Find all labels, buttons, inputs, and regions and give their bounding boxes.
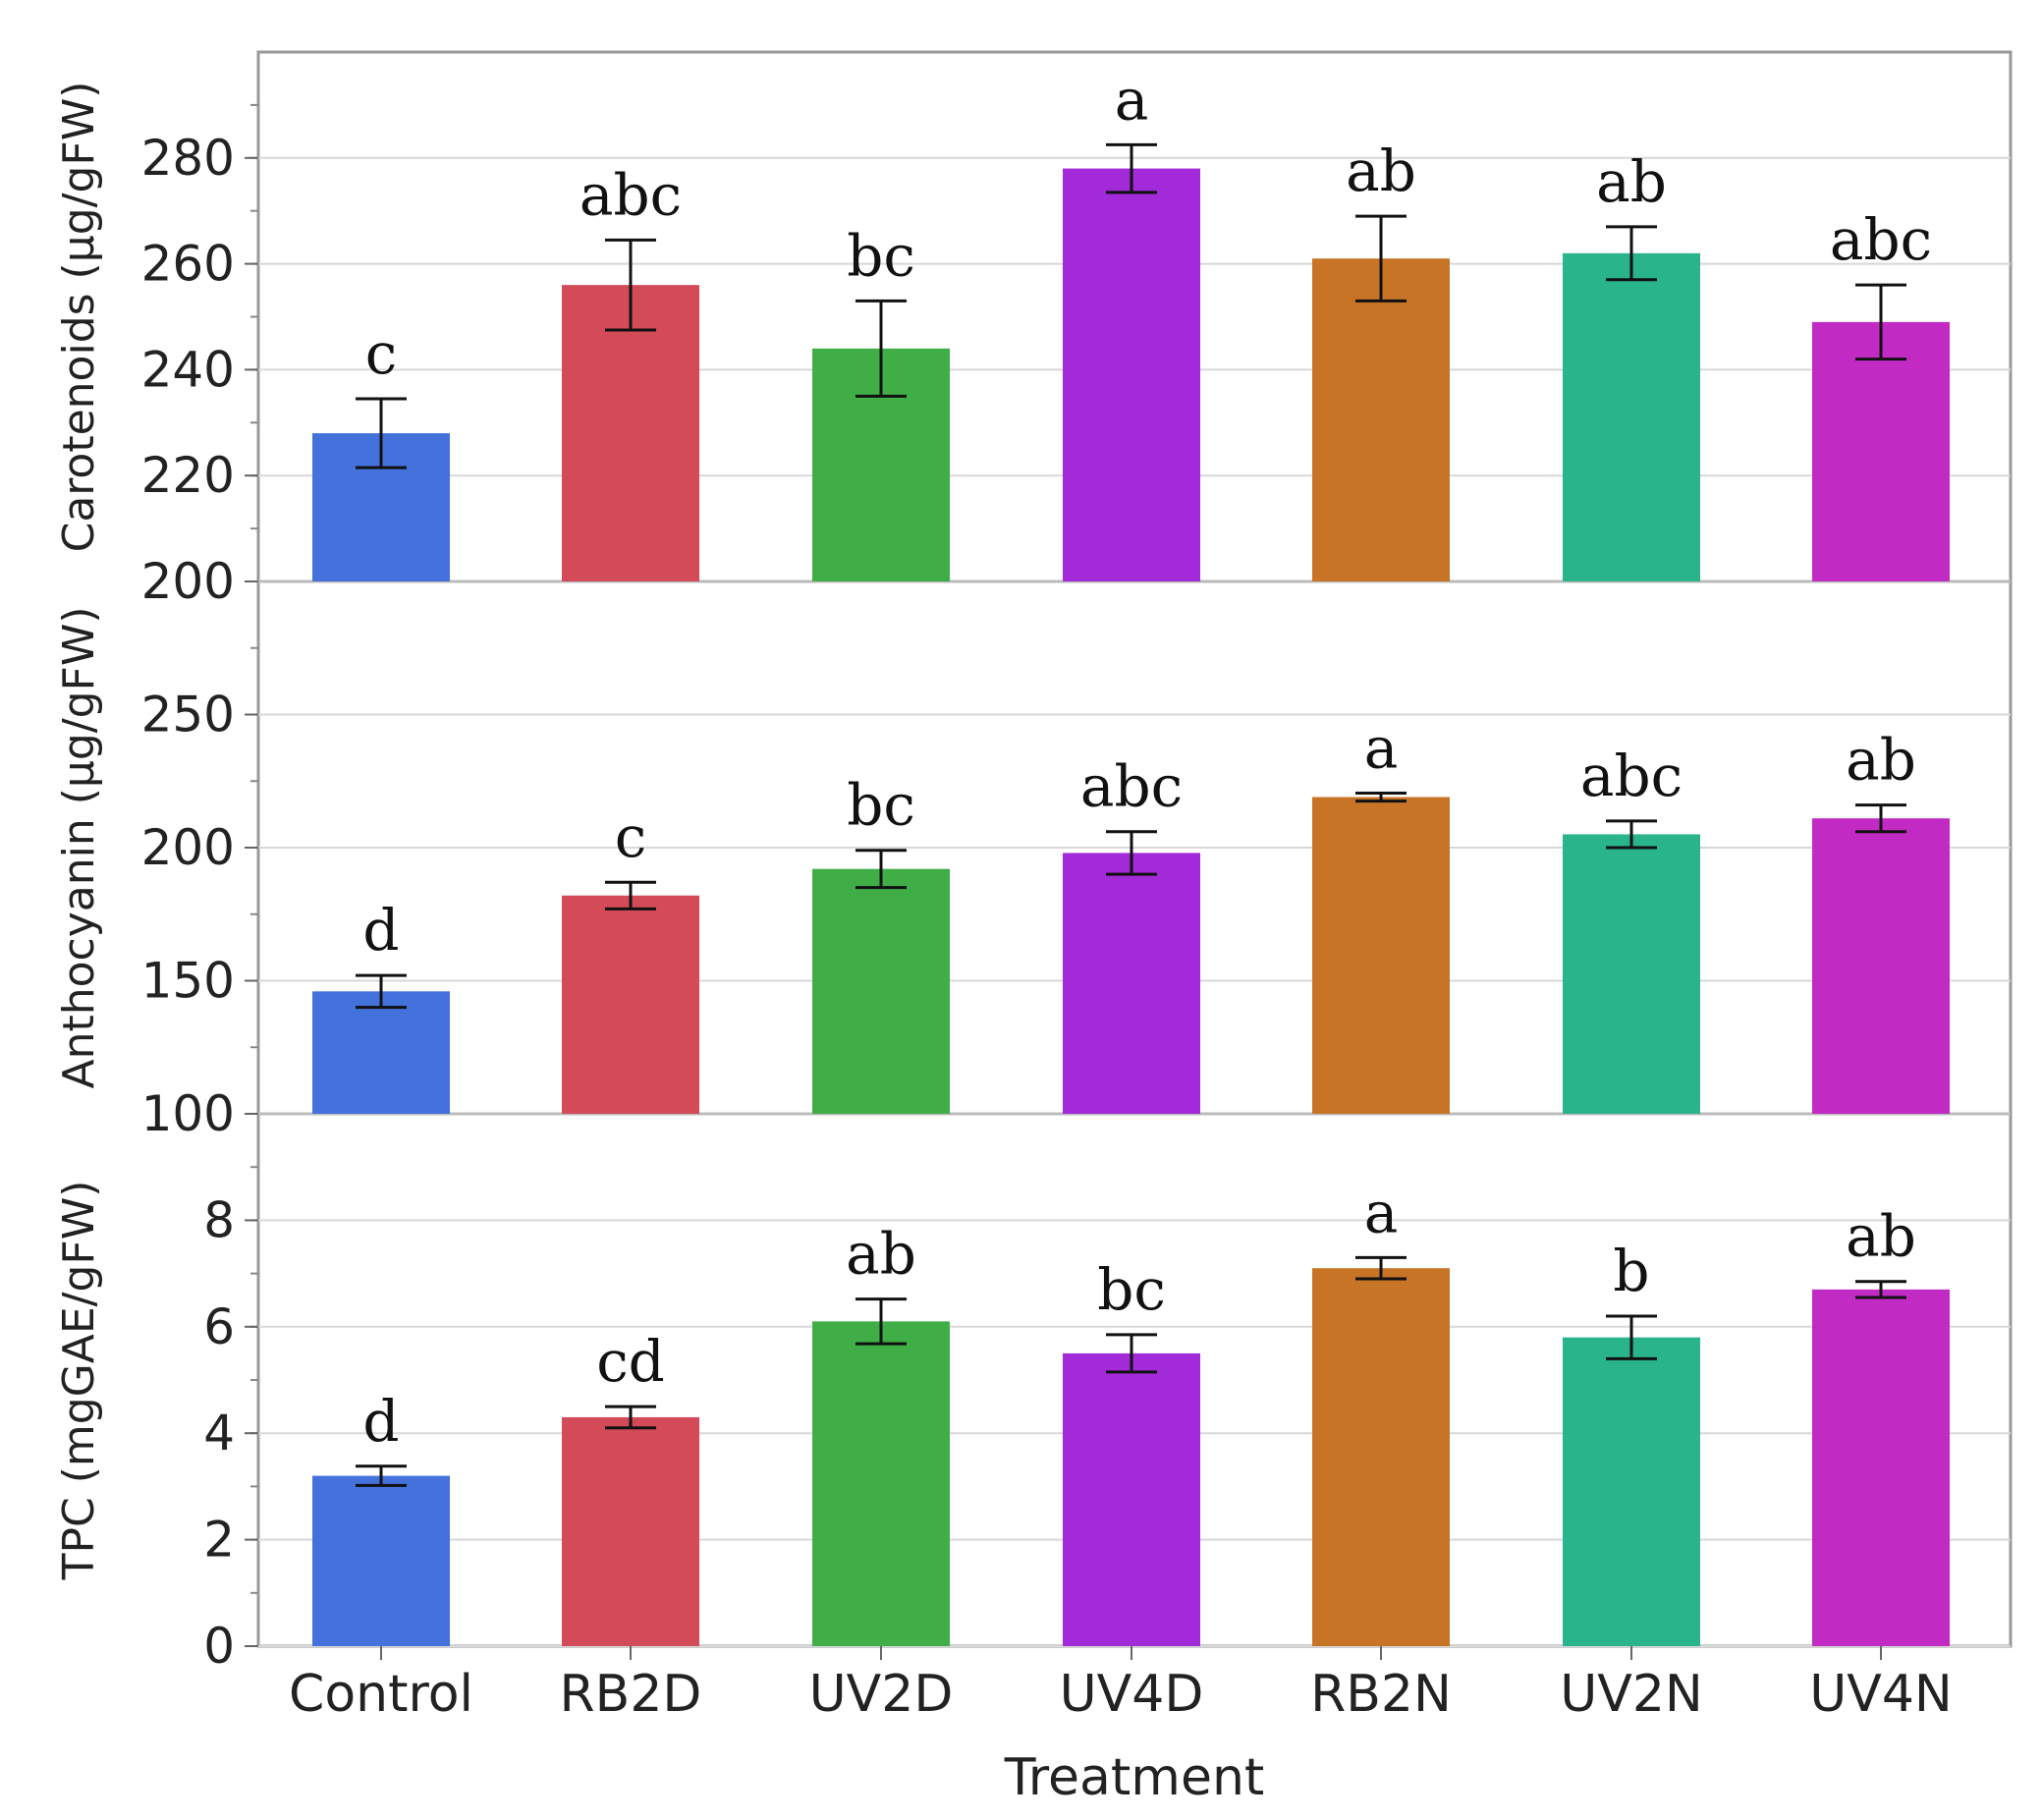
significance-letter: abc (1580, 743, 1683, 809)
bar-uv2d (812, 868, 950, 1114)
significance-letter: ab (846, 1221, 916, 1288)
bar-uv2n (1563, 1337, 1700, 1646)
bar-rb2n (1312, 797, 1450, 1114)
y-tick-label: 280 (141, 130, 235, 187)
error-bar (1106, 142, 1157, 194)
x-tick-label: RB2N (1310, 1665, 1452, 1724)
y-axis-title: Anthocyanin (µg/gFW) (54, 606, 104, 1088)
bar-rb2n (1312, 1268, 1450, 1646)
error-bar (356, 973, 407, 1010)
significance-letter: d (362, 897, 399, 964)
x-tick-label: UV4D (1060, 1665, 1204, 1724)
panel-1: 200 220 240 260 280 Carotenoids (µg/gFW) c abc b… (54, 66, 2011, 610)
significance-letter: ab (1346, 138, 1416, 204)
y-tick-label: 2 (203, 1512, 235, 1569)
y-tick-label: 200 (141, 819, 235, 876)
significance-letter: a (1115, 66, 1149, 133)
y-tick-label: 260 (141, 236, 235, 293)
bar-control (312, 991, 450, 1114)
bar-rb2d (562, 895, 699, 1114)
error-bar (1606, 225, 1657, 282)
significance-letter: ab (1846, 727, 1916, 794)
bar-uv4d (1063, 1352, 1200, 1646)
error-bar (1855, 803, 1906, 834)
error-bar (855, 1297, 907, 1346)
bar-uv4d (1063, 168, 1200, 581)
error-bar (605, 1405, 656, 1430)
error-bar (1355, 791, 1407, 803)
y-tick-label: 100 (141, 1085, 235, 1142)
significance-letter: bc (847, 222, 915, 289)
significance-letter: bc (1097, 1256, 1166, 1323)
significance-letter: cd (596, 1328, 665, 1395)
bar-uv2n (1563, 252, 1700, 581)
bar-rb2d (562, 1416, 699, 1646)
bar-uv2n (1563, 834, 1700, 1114)
bar-uv4n (1812, 321, 1950, 581)
error-bar (605, 238, 656, 332)
bar-control (312, 1475, 450, 1646)
significance-letter: d (362, 1388, 399, 1455)
y-tick-label: 200 (141, 553, 235, 610)
significance-letter: a (1364, 1179, 1399, 1245)
error-bar (1855, 1280, 1906, 1299)
significance-letter: c (615, 803, 646, 870)
x-axis-title: Treatment (1004, 1748, 1265, 1807)
x-tick-label: RB2D (560, 1665, 702, 1724)
y-tick-label: 250 (141, 687, 235, 744)
bar-uv2d (812, 1321, 950, 1646)
significance-letter: a (1364, 714, 1399, 781)
error-bar (1606, 1314, 1657, 1360)
significance-letter: b (1613, 1238, 1649, 1304)
bar-rb2n (1312, 258, 1450, 581)
bar-uv4n (1812, 1289, 1950, 1646)
x-tick-label: Control (289, 1665, 473, 1724)
significance-letter: abc (1080, 753, 1183, 820)
bar-uv4d (1063, 853, 1200, 1114)
panel-2: 100 150 200 250 Anthocyanin (µg/gFW) d c bc abc a… (54, 606, 2011, 1142)
y-tick-label: 6 (203, 1298, 235, 1355)
y-tick-label: 240 (141, 341, 235, 398)
significance-letter: ab (1596, 148, 1667, 215)
error-bar (1855, 283, 1906, 361)
error-bar (356, 1464, 407, 1487)
y-tick-label: 220 (141, 447, 235, 504)
category-labels: Control RB2D UV2D UV4D RB2N UV2N UV4N (289, 1646, 1953, 1724)
bar-rb2d (562, 285, 699, 581)
x-tick-label: UV2D (809, 1665, 954, 1724)
error-bar (855, 299, 907, 398)
significance-letter: ab (1846, 1203, 1916, 1270)
error-bar (1606, 819, 1657, 850)
error-bar (1106, 1333, 1157, 1374)
significance-letter: abc (1830, 206, 1932, 273)
error-bar (605, 880, 656, 910)
y-axis-title: TPC (mgGAE/gFW) (54, 1181, 104, 1581)
significance-letter: bc (847, 772, 915, 839)
significance-letter: abc (579, 161, 682, 228)
error-bar (356, 397, 407, 469)
y-axis-title: Carotenoids (µg/gFW) (54, 82, 104, 553)
x-tick-label: UV4N (1809, 1665, 1953, 1724)
error-bar (1355, 1255, 1407, 1281)
x-tick-label: UV2N (1560, 1665, 1703, 1724)
bar-uv4n (1812, 818, 1950, 1114)
error-bar (1355, 214, 1407, 303)
error-bar (1106, 830, 1157, 876)
y-tick-label: 4 (203, 1405, 235, 1462)
error-bar (855, 849, 907, 890)
significance-letter: c (365, 320, 397, 387)
y-tick-label: 0 (203, 1618, 235, 1675)
y-tick-label: 8 (203, 1191, 235, 1248)
y-tick-label: 150 (141, 953, 235, 1010)
